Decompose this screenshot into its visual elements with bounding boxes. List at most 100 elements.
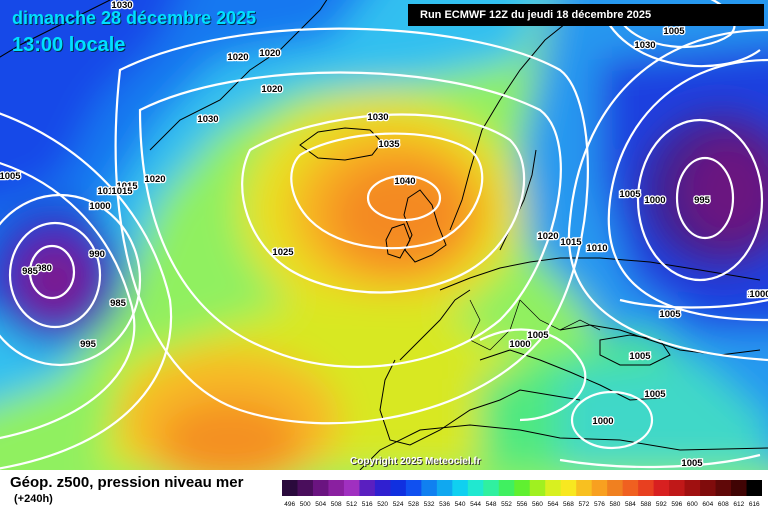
legend-swatch: [514, 480, 531, 496]
legend-swatch: [452, 480, 469, 496]
legend-swatch: [312, 480, 329, 496]
legend-tick-label: 576: [594, 501, 605, 508]
legend-swatch: [405, 480, 422, 496]
isobar-label: 1030: [634, 40, 655, 51]
isobar-label: 985: [110, 298, 127, 309]
legend-swatch: [483, 480, 500, 496]
isobar-label: 1000: [89, 201, 110, 212]
isobar-label: 1005: [527, 330, 549, 341]
isobar-label: 1005: [681, 458, 703, 469]
isobar-label: 1005: [629, 351, 651, 362]
legend-swatch: [731, 480, 748, 496]
legend-swatch: [359, 480, 376, 496]
isobar-label: 1040: [394, 176, 415, 187]
legend-swatch: [436, 480, 453, 496]
legend-tick-label: 588: [640, 501, 651, 508]
isobar-label: 1020: [259, 48, 280, 59]
legend-tick-label: 512: [346, 501, 357, 508]
legend-tick-label: 572: [579, 501, 590, 508]
legend-tick-label: 584: [625, 501, 636, 508]
legend-tick-label: 520: [377, 501, 388, 508]
isobar-label: 1005: [0, 171, 21, 182]
forecast-lead-time: (+240h): [14, 493, 53, 505]
isobar-label: 1035: [378, 139, 400, 150]
isobar-label: 1005: [659, 309, 681, 320]
legend-swatch: [638, 480, 655, 496]
legend-footer: Géop. z500, pression niveau mer (+240h) …: [0, 470, 768, 512]
isobar-label: 1005: [747, 289, 768, 300]
legend-tick-label: 536: [439, 501, 450, 508]
legend-tick-label: 592: [656, 501, 667, 508]
legend-swatch: [607, 480, 624, 496]
isobar-label: 1015: [111, 186, 133, 197]
legend-swatch: [545, 480, 562, 496]
legend-tick-label: 496: [284, 501, 295, 508]
isobar-label: 1000: [644, 195, 665, 206]
coastlines: [0, 0, 768, 470]
color-scale-legend: 496 500 504 508 512 516 520 524 528 532 536 540 544 5…: [282, 480, 762, 508]
legend-tick-label: 560: [532, 501, 543, 508]
legend-tick-label: 604: [702, 501, 713, 508]
isobar-label: 1030: [197, 114, 218, 125]
isobar-label: 995: [694, 195, 711, 206]
isobar-label: 1020: [144, 174, 165, 185]
legend-swatch: [560, 480, 577, 496]
isobar-label: 1030: [367, 112, 388, 123]
legend-tick-label: 564: [548, 501, 559, 508]
isobar-label: 1015: [560, 237, 582, 248]
legend-tick-label: 524: [393, 501, 404, 508]
legend-swatch: [669, 480, 686, 496]
model-run-banner: Run ECMWF 12Z du jeudi 18 décembre 2025: [408, 4, 764, 26]
isobar-label: 1005: [663, 26, 685, 37]
isobar-label: 1025: [272, 247, 294, 258]
isobar-label: 1000: [592, 416, 613, 427]
legend-tick-label: 600: [687, 501, 698, 508]
legend-tick-label: 540: [455, 501, 466, 508]
legend-swatch: [390, 480, 407, 496]
legend-swatch: [343, 480, 360, 496]
legend-swatch: [576, 480, 593, 496]
isobar-label: 995: [80, 339, 97, 350]
isobars: [0, 0, 768, 470]
legend-swatch: [498, 480, 515, 496]
valid-date: dimanche 28 décembre 2025: [12, 8, 257, 28]
legend-swatch: [622, 480, 639, 496]
geopotential-field: [0, 0, 768, 470]
legend-tick-label: 616: [749, 501, 760, 508]
legend-tick-label: 612: [733, 501, 744, 508]
isobar-label: 1005: [619, 189, 641, 200]
isobar-label: 1000: [749, 289, 768, 300]
legend-tick-label: 500: [300, 501, 311, 508]
legend-tick-label: 504: [315, 501, 326, 508]
isobar-label: 990: [89, 249, 105, 260]
legend-swatch: [684, 480, 701, 496]
isobar-label: 1005: [644, 389, 666, 400]
legend-tick-label: 580: [609, 501, 620, 508]
legend-tick-label: 596: [671, 501, 682, 508]
isobar-label: 1015: [116, 181, 138, 192]
copyright-notice: Copyright 2025 Meteociel.fr: [350, 456, 481, 467]
isobar-label: 1020: [261, 84, 282, 95]
legend-tick-label: 544: [470, 501, 481, 508]
isobar-label: 980: [36, 263, 52, 274]
valid-time: 13:00 locale: [12, 34, 126, 56]
legend-tick-label: 608: [718, 501, 729, 508]
legend-tick-label: 532: [424, 501, 435, 508]
isobar-label: 985: [22, 266, 39, 277]
legend-swatch: [297, 480, 314, 496]
isobar-label: 1000: [509, 339, 530, 350]
isobar-label: 1020: [227, 52, 248, 63]
legend-swatch: [591, 480, 608, 496]
isobar-label: 1010: [97, 186, 118, 197]
legend-tick-label: 508: [331, 501, 342, 508]
legend-swatch: [421, 480, 438, 496]
legend-swatch: [700, 480, 717, 496]
legend-swatch: [374, 480, 391, 496]
legend-tick-label: 556: [517, 501, 528, 508]
legend-tick-label: 528: [408, 501, 419, 508]
product-title: Géop. z500, pression niveau mer: [10, 474, 244, 491]
isobar-label: 1030: [111, 0, 132, 11]
